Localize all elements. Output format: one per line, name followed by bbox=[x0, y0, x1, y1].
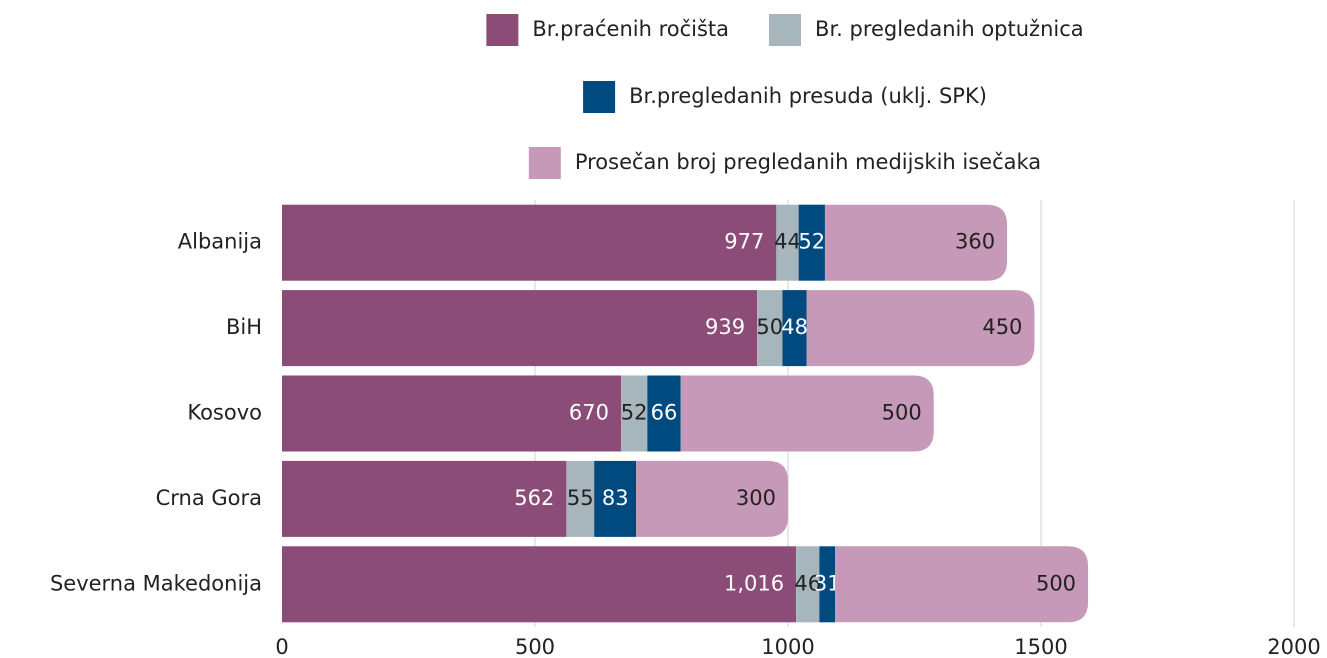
data-label: 52 bbox=[798, 230, 825, 254]
x-tick-label: 500 bbox=[515, 635, 555, 658]
legend-swatch bbox=[486, 14, 519, 46]
bar-segment bbox=[594, 460, 637, 537]
y-tick-label: Crna Gora bbox=[156, 486, 262, 510]
legend-label: Prosečan broj pregledanih medijskih iseč… bbox=[575, 150, 1041, 174]
y-tick-label: Severna Makedonija bbox=[50, 571, 262, 595]
legend-label: Br. pregledanih optužnica bbox=[815, 17, 1084, 41]
legend-row: Prosečan broj pregledanih medijskih iseč… bbox=[528, 147, 1041, 179]
data-label: 52 bbox=[621, 401, 648, 425]
y-tick-label: BiH bbox=[226, 315, 262, 339]
bar-segment bbox=[835, 546, 1089, 623]
data-label: 450 bbox=[982, 315, 1022, 339]
x-tick-label: 2000 bbox=[1267, 635, 1320, 658]
data-label: 1,016 bbox=[724, 571, 784, 595]
data-label: 55 bbox=[567, 486, 594, 510]
x-tick-label: 0 bbox=[275, 635, 288, 658]
legend-label: Br.pregledanih presuda (uklj. SPK) bbox=[629, 84, 987, 108]
data-label: 48 bbox=[781, 315, 808, 339]
data-label: 670 bbox=[569, 401, 609, 425]
bar-segment bbox=[282, 204, 777, 281]
bar-segment bbox=[647, 375, 681, 452]
bar-segment bbox=[806, 290, 1035, 367]
data-label: 360 bbox=[955, 230, 995, 254]
bar-segment bbox=[566, 460, 595, 537]
bar-segment bbox=[282, 460, 567, 537]
bar-segment bbox=[282, 546, 797, 623]
bar-segment bbox=[282, 375, 622, 452]
bar-segment bbox=[776, 204, 799, 281]
y-tick-label: Albanija bbox=[178, 230, 262, 254]
bar-segment bbox=[782, 290, 807, 367]
bar-segment bbox=[636, 460, 788, 537]
y-tick-label: Kosovo bbox=[187, 401, 262, 425]
data-label: 977 bbox=[724, 230, 764, 254]
data-label: 500 bbox=[1036, 571, 1076, 595]
legend-swatch bbox=[583, 81, 616, 113]
legend-row: Br.pregledanih presuda (uklj. SPK) bbox=[583, 81, 987, 113]
bar-segment bbox=[757, 290, 783, 367]
legend-row: Br.praćenih ročišta Br. pregledanih optuž… bbox=[486, 14, 1084, 46]
legend-label: Br.praćenih ročišta bbox=[532, 17, 729, 41]
data-label: 562 bbox=[514, 486, 554, 510]
data-label: 44 bbox=[774, 230, 801, 254]
data-label: 500 bbox=[882, 401, 922, 425]
data-label: 83 bbox=[602, 486, 629, 510]
bar-segment bbox=[796, 546, 820, 623]
bar-segment bbox=[680, 375, 934, 452]
data-label: 66 bbox=[651, 401, 678, 425]
bar-segment bbox=[282, 290, 758, 367]
data-label: 939 bbox=[705, 315, 745, 339]
bar-segment bbox=[819, 546, 836, 623]
bar-segment bbox=[824, 204, 1008, 281]
data-label: 300 bbox=[736, 486, 776, 510]
legend-swatch bbox=[769, 14, 802, 46]
data-label: 50 bbox=[756, 315, 783, 339]
x-tick-label: 1000 bbox=[761, 635, 814, 658]
bar-segment bbox=[621, 375, 648, 452]
data-label: 46 bbox=[794, 571, 821, 595]
bar-segment bbox=[798, 204, 825, 281]
legend-swatch bbox=[528, 147, 561, 179]
x-tick-label: 1500 bbox=[1014, 635, 1067, 658]
